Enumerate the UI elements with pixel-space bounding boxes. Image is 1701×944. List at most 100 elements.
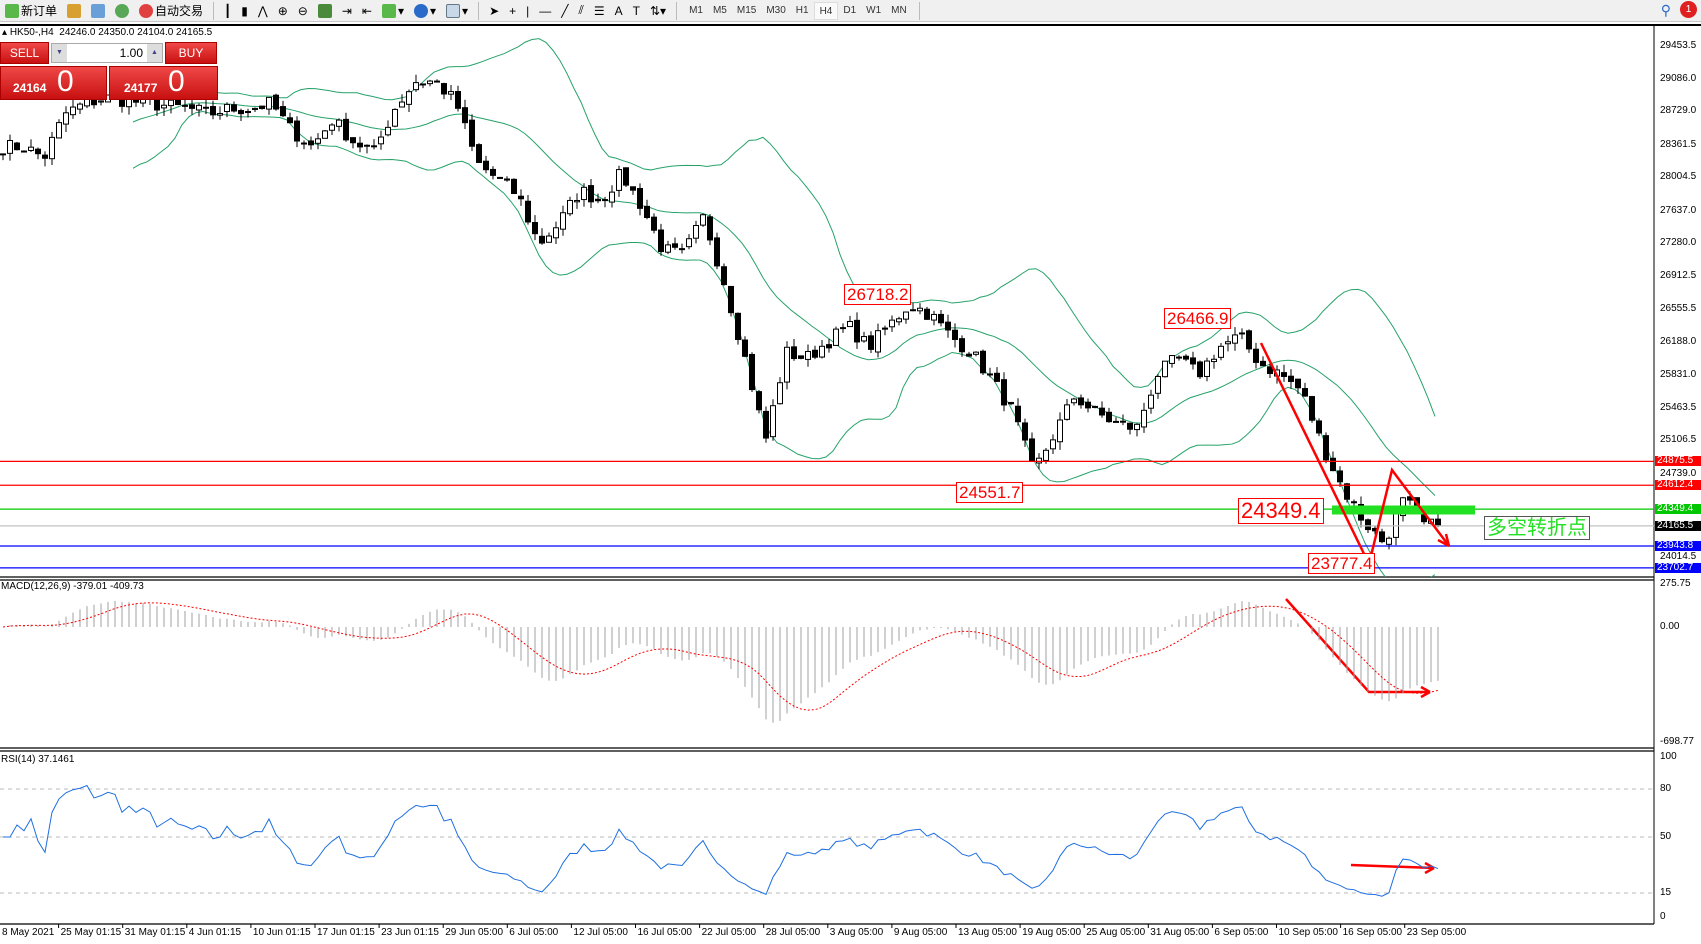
bear-candle bbox=[504, 178, 510, 181]
chart-window[interactable] bbox=[0, 24, 1701, 944]
text-button[interactable]: A bbox=[612, 2, 626, 20]
bear-candle bbox=[637, 187, 643, 209]
time-axis-label: 16 Jul 05:00 bbox=[637, 927, 693, 938]
horizontal-line-icon: — bbox=[539, 3, 552, 18]
tile-windows-button[interactable] bbox=[315, 2, 335, 20]
timeframe-m5[interactable]: M5 bbox=[712, 4, 727, 16]
bull-candle bbox=[406, 91, 412, 105]
bear-candle bbox=[525, 200, 531, 223]
time-axis-label: 25 May 01:15 bbox=[60, 927, 122, 938]
buy-price[interactable]: 24177 0 bbox=[109, 65, 218, 100]
buy-button[interactable]: BUY bbox=[165, 42, 217, 64]
bear-candle bbox=[1281, 372, 1287, 377]
toolbar: 新订单 自动交易 ┃ ▮ ⋀ ⊕ ⊖ ⇥ ⇤ ▾ ▾ ▾ ➤ + | — ╱ ⫽… bbox=[0, 0, 1701, 22]
bar-chart-icon: ┃ bbox=[224, 3, 232, 18]
sell-button[interactable]: SELL bbox=[0, 42, 49, 64]
sell-price[interactable]: 24164 0 bbox=[0, 65, 107, 100]
bull-candle bbox=[1155, 375, 1161, 394]
arrow-head bbox=[1420, 685, 1431, 694]
timeframe-d1[interactable]: D1 bbox=[843, 4, 857, 16]
bear-candle bbox=[679, 248, 685, 251]
bar-chart-button[interactable]: ┃ bbox=[221, 2, 234, 20]
metaeditor-button[interactable] bbox=[64, 2, 84, 20]
rsi-line bbox=[3, 784, 1439, 897]
bear-candle bbox=[1344, 483, 1350, 500]
crosshair-button[interactable]: + bbox=[506, 2, 519, 20]
annotation-high-2[interactable]: 26466.9 bbox=[1164, 308, 1232, 329]
decrease-volume-button[interactable]: ▼ bbox=[52, 44, 67, 62]
auto-scroll-button[interactable]: ⇥ bbox=[339, 2, 355, 20]
bull-candle bbox=[98, 100, 104, 103]
bear-candle bbox=[721, 266, 727, 286]
bull-candle bbox=[581, 186, 587, 201]
bull-candle bbox=[1071, 398, 1077, 404]
annotation-low-2[interactable]: 23777.4 bbox=[1308, 553, 1376, 574]
vertical-line-button[interactable]: | bbox=[523, 2, 532, 20]
timeframe-w1[interactable]: W1 bbox=[866, 4, 882, 16]
new-order-button[interactable]: 新订单 bbox=[2, 2, 60, 20]
annotation-pivot[interactable]: 24349.4 bbox=[1238, 498, 1324, 524]
arrows-button[interactable]: ⇅▾ bbox=[647, 2, 669, 20]
bull-candle bbox=[1211, 358, 1217, 363]
price-trend-arrow bbox=[1259, 342, 1450, 568]
zoom-in-button[interactable]: ⊕ bbox=[275, 2, 291, 20]
arrow-head bbox=[1444, 533, 1451, 547]
price-tick-label: 25463.5 bbox=[1660, 401, 1697, 413]
level-price-label: 24612.4 bbox=[1655, 480, 1701, 491]
bull-candle bbox=[896, 318, 902, 323]
volume-stepper[interactable]: ▼ 1.00 ▲ bbox=[51, 43, 163, 63]
timeframe-mn[interactable]: MN bbox=[891, 4, 907, 16]
bear-candle bbox=[1288, 375, 1294, 382]
bull-candle bbox=[665, 244, 671, 253]
zoom-out-button[interactable]: ⊖ bbox=[295, 2, 311, 20]
horizontal-line-button[interactable]: — bbox=[536, 2, 554, 20]
price-tick-label: 27280.0 bbox=[1660, 237, 1697, 249]
templates-button[interactable]: ▾ bbox=[443, 2, 471, 20]
bull-candle bbox=[7, 140, 13, 154]
time-axis-label: 3 Aug 05:00 bbox=[829, 927, 884, 938]
timeframe-m30[interactable]: M30 bbox=[766, 4, 786, 16]
bull-candle bbox=[329, 124, 335, 131]
indicators-icon bbox=[381, 3, 396, 18]
channel-button[interactable]: ⫽ bbox=[576, 2, 587, 20]
bear-candle bbox=[364, 144, 370, 147]
auto-trading-button[interactable]: 自动交易 bbox=[136, 2, 206, 20]
periods-button[interactable]: ▾ bbox=[411, 2, 439, 20]
bull-candle bbox=[1232, 334, 1238, 344]
chart-shift-button[interactable]: ⇤ bbox=[359, 2, 375, 20]
chart-header: ▴ HK50-,H4 24246.0 24350.0 24104.0 24165… bbox=[2, 27, 213, 38]
volume-input[interactable]: 1.00 bbox=[119, 46, 143, 60]
timeframe-m15[interactable]: M15 bbox=[736, 4, 757, 16]
increase-volume-button[interactable]: ▲ bbox=[147, 44, 162, 62]
text-label-button[interactable]: T bbox=[630, 2, 643, 20]
bear-candle bbox=[35, 148, 41, 155]
timeframe-m1[interactable]: M1 bbox=[689, 4, 703, 16]
trendline-button[interactable]: ╱ bbox=[558, 2, 571, 20]
bear-candle bbox=[1323, 435, 1329, 461]
timeframe-h4[interactable]: H4 bbox=[813, 1, 839, 20]
notification-badge[interactable]: 1 bbox=[1680, 1, 1697, 18]
annotation-high-1[interactable]: 26718.2 bbox=[844, 284, 912, 305]
fibonacci-button[interactable]: ☰ bbox=[591, 2, 608, 20]
macd-trend-arrow bbox=[1285, 598, 1430, 694]
cursor-button[interactable]: ➤ bbox=[486, 2, 502, 20]
bull-candle bbox=[63, 112, 69, 125]
bull-candle bbox=[196, 104, 202, 111]
pivot-text-note[interactable]: 多空转折点 bbox=[1484, 516, 1590, 540]
time-axis-label: 25 Aug 05:00 bbox=[1086, 927, 1146, 938]
search-icon[interactable]: ⚲ bbox=[1660, 2, 1671, 18]
bull-candle bbox=[420, 83, 426, 86]
line-chart-button[interactable]: ⋀ bbox=[255, 2, 271, 20]
candle-chart-button[interactable]: ▮ bbox=[238, 2, 251, 20]
separator bbox=[676, 1, 678, 20]
annotation-low-1[interactable]: 24551.7 bbox=[956, 482, 1024, 503]
bull-candle bbox=[917, 307, 923, 312]
signals-button[interactable] bbox=[112, 2, 132, 20]
bear-candle bbox=[630, 186, 636, 191]
terminal-button[interactable] bbox=[88, 2, 108, 20]
price-pane bbox=[0, 38, 1441, 577]
indicators-button[interactable]: ▾ bbox=[379, 2, 407, 20]
bear-candle bbox=[539, 235, 545, 244]
timeframe-h1[interactable]: H1 bbox=[795, 4, 809, 16]
